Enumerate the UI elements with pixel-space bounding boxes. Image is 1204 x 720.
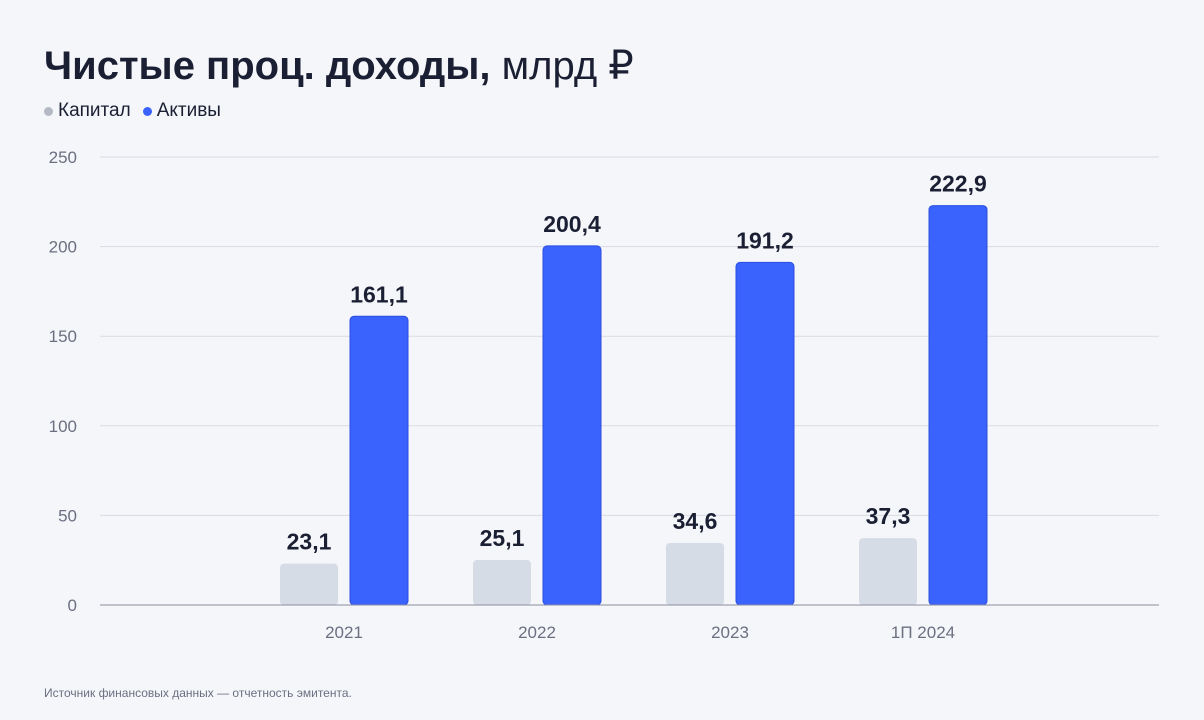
x-tick-label: 2021 (325, 623, 363, 642)
legend-item-assets: Активы (142, 100, 221, 122)
y-tick-label: 200 (49, 238, 77, 257)
data-label-capital-2: 34,6 (673, 508, 718, 534)
chart-title-unit: млрд ₽ (501, 44, 634, 88)
y-tick-label: 100 (49, 417, 77, 436)
bar-capital-1 (473, 560, 531, 605)
chart-legend: Капитал Активы (44, 100, 233, 122)
y-tick-label: 50 (58, 506, 77, 525)
data-label-capital-3: 37,3 (866, 503, 911, 529)
y-tick-label: 150 (49, 327, 77, 346)
x-tick-label: 1П 2024 (891, 623, 955, 642)
legend-label-capital: Капитал (58, 100, 131, 121)
source-footnote: Источник финансовых данных — отчетность … (44, 686, 352, 700)
data-label-assets-0: 161,1 (350, 281, 408, 307)
legend-dot-capital (44, 106, 53, 116)
chart-title: Чистые проц. доходы, млрд ₽ (44, 40, 634, 92)
data-label-capital-1: 25,1 (480, 525, 525, 551)
bar-capital-3 (859, 538, 917, 605)
bar-assets-2 (735, 261, 795, 606)
y-tick-label: 0 (68, 596, 77, 615)
data-label-assets-1: 200,4 (543, 211, 601, 237)
legend-dot-assets (142, 106, 152, 116)
legend-label-assets: Активы (156, 100, 221, 121)
chart-title-main: Чистые проц. доходы, (44, 44, 491, 88)
x-tick-label: 2023 (711, 623, 749, 642)
bar-assets-0 (349, 315, 409, 606)
bar-capital-0 (280, 563, 338, 605)
bar-capital-2 (666, 542, 724, 605)
legend-item-capital: Капитал (44, 100, 131, 122)
bar-assets-1 (542, 245, 602, 606)
y-tick-label: 250 (49, 148, 77, 167)
x-tick-label: 2022 (518, 623, 556, 642)
data-label-assets-2: 191,2 (736, 227, 794, 253)
data-label-assets-3: 222,9 (929, 171, 987, 197)
bar-assets-3 (928, 205, 988, 606)
data-label-capital-0: 23,1 (287, 529, 332, 555)
